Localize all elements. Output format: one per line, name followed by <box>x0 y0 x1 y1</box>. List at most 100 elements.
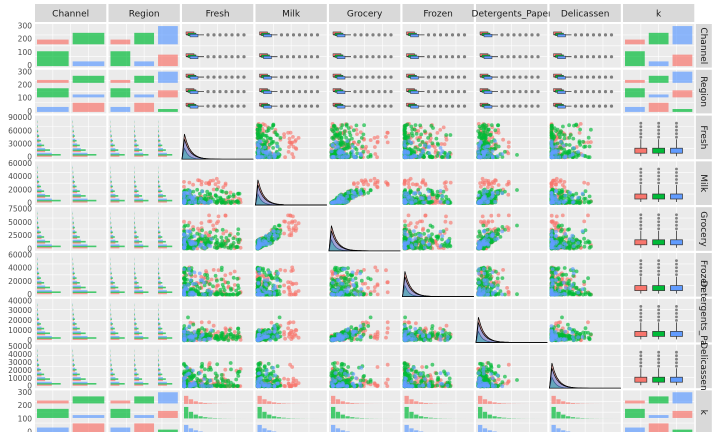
boxplot-outlier <box>383 75 387 79</box>
row-strip-label-Frozen: Frozen <box>698 260 708 290</box>
histogram-bar <box>37 244 52 246</box>
boxplot-outlier <box>506 33 510 37</box>
scatter-point <box>293 219 297 224</box>
scatter-point <box>421 148 426 153</box>
scatter-point <box>330 143 335 147</box>
boxplot-outlier <box>297 104 302 108</box>
histogram-bar <box>72 189 78 191</box>
scatter-point <box>486 179 491 183</box>
histogram-bar <box>110 235 114 237</box>
scatter-point <box>482 122 487 127</box>
boxplot-box <box>189 105 199 109</box>
boxplot-outlier <box>426 75 431 79</box>
boxplot-outlier <box>530 104 534 108</box>
bar <box>72 75 105 83</box>
scatter-point <box>408 176 413 181</box>
scatter-point <box>486 144 491 149</box>
boxplot-box <box>189 76 199 80</box>
scatter-point <box>506 144 511 149</box>
scatter-point <box>236 227 241 232</box>
boxplot-box <box>410 90 419 94</box>
scatter-point <box>549 155 554 159</box>
boxplot-box <box>336 76 346 80</box>
scatter-point <box>551 136 556 140</box>
histogram-bar <box>37 220 38 223</box>
boxplot-outlier <box>536 33 540 37</box>
boxplot-outlier <box>591 33 596 37</box>
histogram-bar <box>158 225 159 228</box>
scatter-point <box>403 232 407 236</box>
boxplot-outlier <box>639 178 643 181</box>
scatter-point <box>551 132 556 137</box>
boxplot-outlier <box>371 90 375 94</box>
scatter-point <box>342 132 347 137</box>
histogram-bar <box>134 141 136 143</box>
scatter-point <box>215 228 219 233</box>
histogram-bar <box>110 179 112 182</box>
scatter-point <box>231 192 236 197</box>
bar <box>158 90 178 98</box>
boxplot-box <box>410 34 419 38</box>
scatter-point <box>368 178 373 183</box>
boxplot-outlier <box>657 132 661 136</box>
boxplot-box <box>557 90 566 94</box>
boxplot-outlier <box>291 104 296 108</box>
scatter-point <box>489 213 494 218</box>
scatter-point <box>562 199 566 204</box>
scatter-point <box>271 122 276 127</box>
histogram-bar <box>110 148 116 150</box>
boxplot-outlier <box>579 55 584 59</box>
column-strip-Grocery <box>329 4 401 22</box>
boxplot-outlier <box>291 33 296 37</box>
boxplot-outlier <box>579 90 584 94</box>
boxplot-outlier <box>426 90 431 94</box>
scatter-point <box>576 150 581 154</box>
scatter-point <box>558 178 563 183</box>
boxplot-outlier <box>450 75 455 79</box>
scatter-point <box>373 152 378 156</box>
scatter-point <box>438 146 443 150</box>
histogram-bar <box>37 139 41 142</box>
scatter-point <box>296 221 301 226</box>
scatter-point <box>231 241 236 245</box>
scatter-point <box>257 132 261 137</box>
scatter-point <box>418 123 423 128</box>
bar <box>648 32 669 45</box>
boxplot-outlier <box>500 33 504 37</box>
scatter-point <box>375 155 379 160</box>
scatter-point <box>438 244 443 249</box>
boxplot-outlier <box>359 75 363 79</box>
scatter-point <box>214 176 219 181</box>
bar <box>625 39 645 45</box>
scatter-point <box>294 147 299 151</box>
scatter-point <box>193 200 198 205</box>
scatter-point <box>407 229 412 234</box>
boxplot-outlier <box>512 75 516 79</box>
histogram-bar <box>110 189 114 191</box>
bar <box>158 26 178 45</box>
scatter-point <box>403 219 407 224</box>
boxplot-box <box>336 105 346 109</box>
histogram-bar <box>134 193 140 196</box>
row-strip-label-Channel: Channel <box>698 27 708 64</box>
scatter-point <box>335 200 339 205</box>
boxplot-outlier <box>371 55 375 59</box>
bar <box>72 32 105 45</box>
scatter-point <box>257 124 262 129</box>
row-strip-label-Region: Region <box>698 76 708 107</box>
row-strip-Detergents_Paper <box>695 298 712 343</box>
scatter-point <box>422 245 427 250</box>
scatter-point <box>182 191 187 195</box>
boxplot-outlier <box>206 104 210 108</box>
boxplot-outlier <box>573 104 578 108</box>
boxplot-box <box>634 147 648 154</box>
boxplot-outlier <box>297 90 302 94</box>
scatter-point <box>413 232 418 237</box>
histogram-bar <box>37 189 42 191</box>
scatter-point <box>406 213 411 218</box>
scatter-point <box>215 187 219 192</box>
scatter-point <box>352 181 356 186</box>
boxplot-outlier <box>230 33 234 37</box>
scatter-point <box>329 149 334 154</box>
